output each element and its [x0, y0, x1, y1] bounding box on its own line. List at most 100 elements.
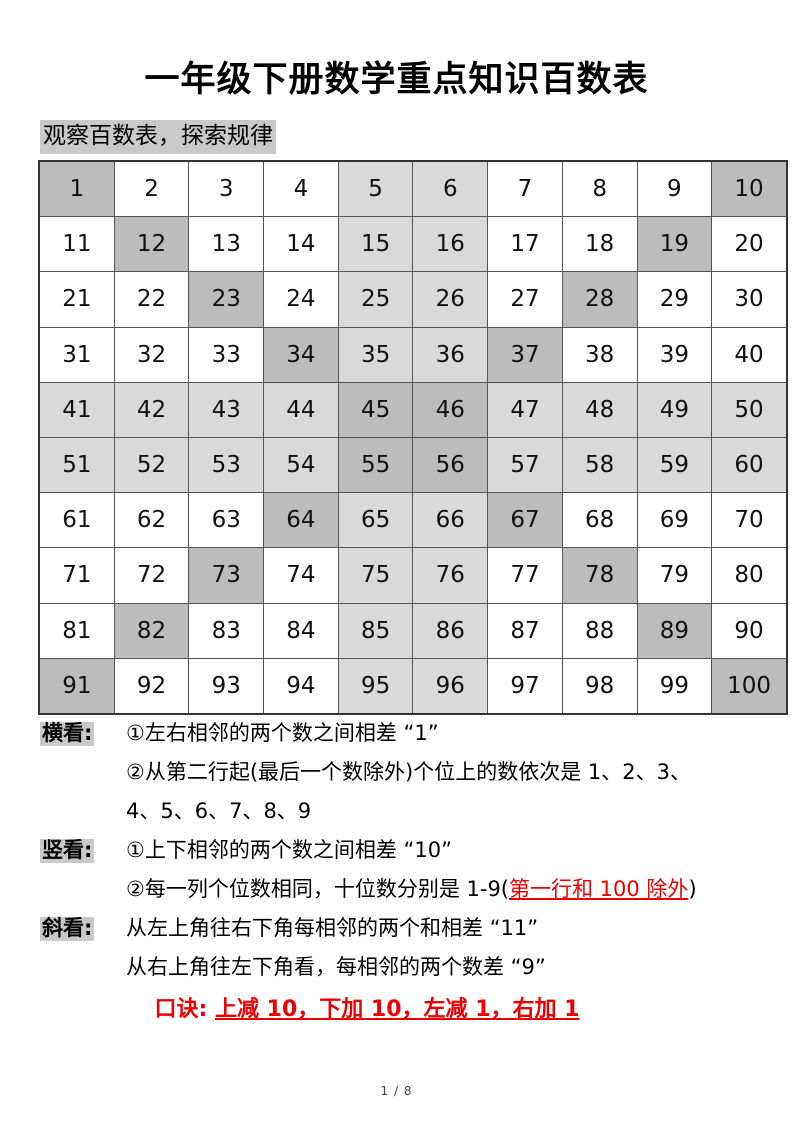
hundred-chart-cell[interactable]: 88: [561, 602, 638, 659]
hundred-chart-cell[interactable]: 38: [561, 326, 638, 383]
hundred-chart-cell[interactable]: 73: [188, 547, 265, 604]
hundred-chart-cell[interactable]: 85: [337, 602, 414, 659]
hundred-chart-cell[interactable]: 94: [263, 657, 339, 715]
hundred-chart-cell[interactable]: 19: [636, 216, 713, 273]
hundred-chart-cell[interactable]: 41: [38, 381, 115, 438]
hundred-chart-cell[interactable]: 97: [487, 657, 563, 715]
hundred-chart-cell[interactable]: 86: [412, 602, 489, 659]
hundred-chart-cell[interactable]: 44: [263, 381, 339, 438]
hundred-chart-cell[interactable]: 50: [711, 381, 788, 438]
hundred-chart-cell[interactable]: 22: [113, 271, 190, 328]
hundred-chart-cell[interactable]: 12: [113, 216, 190, 273]
hundred-chart-cell[interactable]: 32: [113, 326, 190, 383]
hundred-chart-cell[interactable]: 40: [711, 326, 788, 383]
hundred-chart-cell[interactable]: 76: [412, 547, 489, 604]
hundred-chart-cell[interactable]: 81: [38, 602, 115, 659]
hundred-chart-cell[interactable]: 15: [337, 216, 414, 273]
hundred-chart-cell[interactable]: 35: [337, 326, 414, 383]
hundred-chart-cell[interactable]: 100: [711, 657, 788, 715]
hundred-chart-cell[interactable]: 51: [38, 436, 115, 494]
hundred-chart-cell[interactable]: 70: [711, 492, 788, 549]
hundred-chart-cell[interactable]: 24: [263, 271, 339, 328]
hundred-chart-cell[interactable]: 99: [636, 657, 713, 715]
hundred-chart-cell[interactable]: 68: [561, 492, 638, 549]
hundred-chart-cell[interactable]: 62: [113, 492, 190, 549]
hundred-chart-cell[interactable]: 75: [337, 547, 414, 604]
hundred-chart-cell[interactable]: 14: [263, 216, 339, 273]
hundred-chart-cell[interactable]: 18: [561, 216, 638, 273]
hundred-chart-cell[interactable]: 77: [487, 547, 563, 604]
hundred-chart-cell[interactable]: 49: [636, 381, 713, 438]
hundred-chart-cell[interactable]: 5: [337, 160, 414, 218]
hundred-chart-cell[interactable]: 64: [263, 492, 339, 549]
hundred-chart-cell[interactable]: 42: [113, 381, 190, 438]
hundred-chart-cell[interactable]: 13: [188, 216, 265, 273]
hundred-chart-cell[interactable]: 6: [412, 160, 489, 218]
hundred-chart-cell[interactable]: 48: [561, 381, 638, 438]
hundred-chart-cell[interactable]: 3: [188, 160, 265, 218]
hundred-chart-cell[interactable]: 2: [113, 160, 190, 218]
hundred-chart-cell[interactable]: 23: [188, 271, 265, 328]
hundred-chart-cell[interactable]: 72: [113, 547, 190, 604]
hundred-chart-cell[interactable]: 16: [412, 216, 489, 273]
hundred-chart-cell[interactable]: 43: [188, 381, 265, 438]
hundred-chart-cell[interactable]: 58: [561, 436, 638, 494]
hundred-chart-cell[interactable]: 34: [263, 326, 339, 383]
hundred-chart-cell[interactable]: 9: [636, 160, 713, 218]
hundred-chart-cell[interactable]: 37: [487, 326, 563, 383]
hundred-chart-cell[interactable]: 7: [487, 160, 563, 218]
hundred-chart-cell[interactable]: 52: [113, 436, 190, 494]
hundred-chart-cell[interactable]: 74: [263, 547, 339, 604]
hundred-chart-cell[interactable]: 93: [188, 657, 265, 715]
hundred-chart-cell[interactable]: 17: [487, 216, 563, 273]
hundred-chart-cell[interactable]: 80: [711, 547, 788, 604]
hundred-chart-cell[interactable]: 21: [38, 271, 115, 328]
hundred-chart-cell[interactable]: 95: [337, 657, 414, 715]
hundred-chart-cell[interactable]: 20: [711, 216, 788, 273]
hundred-chart-cell[interactable]: 60: [711, 436, 788, 494]
hundred-chart-cell[interactable]: 27: [487, 271, 563, 328]
hundred-chart-cell[interactable]: 82: [113, 602, 190, 659]
hundred-chart-cell[interactable]: 98: [561, 657, 638, 715]
hundred-chart-cell[interactable]: 67: [487, 492, 563, 549]
hundred-chart-cell[interactable]: 89: [636, 602, 713, 659]
hundred-chart-cell[interactable]: 71: [38, 547, 115, 604]
hundred-chart-cell[interactable]: 11: [38, 216, 115, 273]
hundred-chart-cell[interactable]: 1: [38, 160, 115, 218]
hundred-chart-cell[interactable]: 46: [412, 381, 489, 438]
hundred-chart-cell[interactable]: 59: [636, 436, 713, 494]
hundred-chart-cell[interactable]: 84: [263, 602, 339, 659]
hundred-chart-cell[interactable]: 90: [711, 602, 788, 659]
hundred-chart-cell[interactable]: 33: [188, 326, 265, 383]
hundred-chart-cell[interactable]: 26: [412, 271, 489, 328]
hundred-chart-cell[interactable]: 63: [188, 492, 265, 549]
hundred-chart-cell[interactable]: 65: [337, 492, 414, 549]
hundred-chart-cell[interactable]: 53: [188, 436, 265, 494]
hundred-chart-cell[interactable]: 69: [636, 492, 713, 549]
hundred-chart-cell[interactable]: 66: [412, 492, 489, 549]
hundred-chart-cell[interactable]: 91: [38, 657, 115, 715]
hundred-chart-cell[interactable]: 28: [561, 271, 638, 328]
hundred-chart-cell[interactable]: 4: [263, 160, 339, 218]
hundred-chart-cell[interactable]: 25: [337, 271, 414, 328]
hundred-chart-cell[interactable]: 8: [561, 160, 638, 218]
hundred-chart-cell[interactable]: 96: [412, 657, 489, 715]
hundred-chart-cell[interactable]: 54: [263, 436, 339, 494]
hundred-chart-cell[interactable]: 56: [412, 436, 489, 494]
hundred-chart-cell[interactable]: 57: [487, 436, 563, 494]
hundred-chart-cell[interactable]: 39: [636, 326, 713, 383]
hundred-chart-cell[interactable]: 87: [487, 602, 563, 659]
hundred-chart-cell[interactable]: 45: [337, 381, 414, 438]
hundred-chart-cell[interactable]: 30: [711, 271, 788, 328]
hundred-chart-cell[interactable]: 10: [711, 160, 788, 218]
hundred-chart-cell[interactable]: 78: [561, 547, 638, 604]
hundred-chart-cell[interactable]: 61: [38, 492, 115, 549]
hundred-chart-cell[interactable]: 92: [113, 657, 190, 715]
hundred-chart-cell[interactable]: 79: [636, 547, 713, 604]
hundred-chart-cell[interactable]: 29: [636, 271, 713, 328]
hundred-chart-cell[interactable]: 83: [188, 602, 265, 659]
hundred-chart-cell[interactable]: 47: [487, 381, 563, 438]
hundred-chart-cell[interactable]: 36: [412, 326, 489, 383]
hundred-chart-cell[interactable]: 55: [337, 436, 414, 494]
hundred-chart-cell[interactable]: 31: [38, 326, 115, 383]
